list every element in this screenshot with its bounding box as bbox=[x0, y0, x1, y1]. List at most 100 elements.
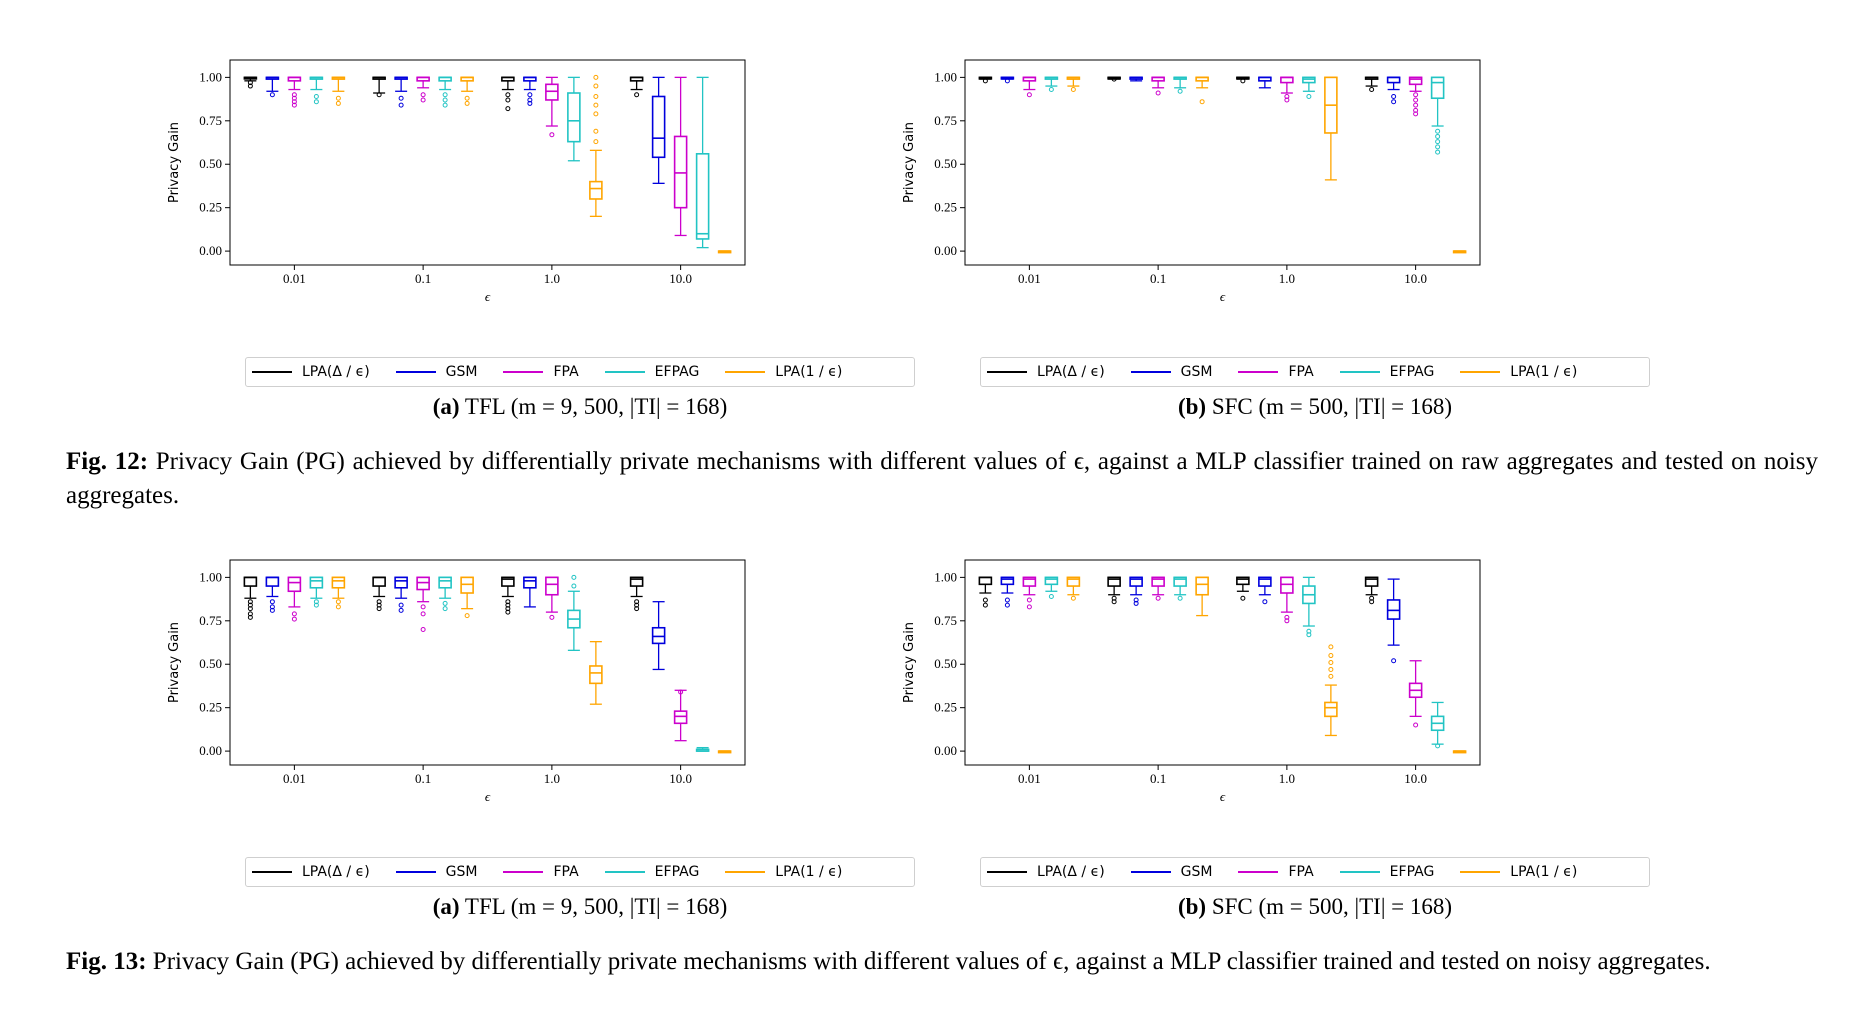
legend-item: GSM bbox=[395, 864, 477, 880]
legend-label: FPA bbox=[553, 364, 579, 380]
figure-caption-text: Privacy Gain (PG) achieved by differenti… bbox=[66, 448, 1819, 509]
legend-swatch bbox=[1238, 871, 1279, 873]
outlier-point bbox=[593, 93, 599, 99]
y-tick-label: 0.75 bbox=[934, 113, 957, 128]
outlier-point bbox=[1133, 600, 1139, 606]
outlier-point bbox=[1240, 78, 1246, 84]
outlier-point bbox=[1435, 139, 1441, 145]
box-iqr bbox=[695, 153, 710, 240]
box-0.01-1 bbox=[1000, 576, 1015, 608]
outlier-point bbox=[593, 83, 599, 89]
outlier-point bbox=[505, 97, 511, 103]
box-1.0-1 bbox=[1258, 576, 1272, 605]
legend-label: LPA(1 / ϵ) bbox=[775, 364, 843, 380]
y-tick-label: 0.75 bbox=[934, 613, 957, 628]
box-iqr bbox=[567, 92, 581, 143]
legend-swatch bbox=[1130, 871, 1171, 873]
outlier-point bbox=[1435, 743, 1441, 749]
box-iqr bbox=[1107, 576, 1121, 587]
chart-fig13b: 0.00 0.25 0.50 0.75 1.00 Privacy Gain 0.01 0.1 1… bbox=[902, 555, 1650, 865]
box-0.1-0 bbox=[1107, 576, 1121, 605]
figure-caption-label: Fig. 13: bbox=[66, 948, 147, 975]
legend-item: LPA(1 / ϵ) bbox=[725, 864, 842, 880]
box-iqr bbox=[545, 576, 559, 596]
outlier-point bbox=[376, 602, 382, 608]
legend-item: FPA bbox=[1238, 864, 1314, 880]
x-tick-label: 0.1 bbox=[415, 771, 431, 786]
box-0.1-2 bbox=[1151, 576, 1165, 601]
outlier-point bbox=[420, 626, 426, 632]
box-0.01-4 bbox=[1066, 576, 1081, 601]
box-iqr bbox=[673, 135, 688, 209]
legend-swatch bbox=[503, 871, 544, 873]
box-10.0-0 bbox=[1364, 76, 1379, 93]
box-0.01-0 bbox=[978, 576, 993, 608]
y-tick-label: 0.00 bbox=[934, 743, 957, 758]
outlier-point bbox=[1026, 597, 1032, 603]
y-tick-label: 0.25 bbox=[199, 700, 222, 715]
y-tick-label: 1.00 bbox=[199, 569, 222, 584]
outlier-point bbox=[593, 74, 599, 80]
outlier-point bbox=[1177, 595, 1183, 601]
legend-swatch bbox=[604, 871, 645, 873]
y-tick-label: 0.00 bbox=[934, 243, 957, 258]
box-1.0-4 bbox=[1324, 644, 1338, 737]
outlier-point bbox=[269, 607, 275, 613]
box-10.0-0 bbox=[629, 76, 644, 98]
box-10.0-4 bbox=[717, 750, 732, 754]
outlier-point bbox=[1413, 102, 1419, 108]
outlier-point bbox=[269, 92, 275, 98]
box-10.0-2 bbox=[1408, 660, 1423, 728]
legend-item: LPA(Δ / ϵ) bbox=[987, 364, 1105, 380]
box-iqr bbox=[1129, 576, 1143, 587]
box-iqr bbox=[1022, 576, 1037, 587]
legend-item: LPA(1 / ϵ) bbox=[725, 364, 842, 380]
outlier-point bbox=[505, 602, 511, 608]
x-axis-label: ϵ bbox=[485, 289, 491, 304]
legend-swatch bbox=[1339, 371, 1380, 373]
box-iqr bbox=[438, 576, 452, 589]
outlier-point bbox=[269, 599, 275, 605]
outlier-point bbox=[593, 139, 599, 145]
legend-label: GSM bbox=[1180, 364, 1213, 380]
chart-fig13b-svg: 0.00 0.25 0.50 0.75 1.00 Privacy Gain 0.01 0.1 1… bbox=[902, 559, 1481, 804]
outlier-point bbox=[1026, 92, 1032, 98]
box-0.01-0 bbox=[978, 76, 993, 84]
plot-frame bbox=[964, 59, 1481, 266]
outlier-point bbox=[376, 606, 382, 612]
box-0.1-2 bbox=[416, 576, 430, 632]
outlier-point bbox=[1328, 660, 1334, 665]
outlier-point bbox=[335, 100, 341, 106]
subcaption-fig12a: (a) TFL (m = 9, 500, |TI| = 168) bbox=[375, 394, 785, 420]
legend-swatch bbox=[252, 371, 292, 373]
legend-swatch bbox=[503, 371, 544, 373]
outlier-point bbox=[313, 602, 319, 608]
outlier-point bbox=[247, 599, 253, 605]
outlier-point bbox=[247, 606, 253, 612]
outlier-point bbox=[505, 606, 511, 612]
legend-item: EFPAG bbox=[1339, 864, 1434, 880]
box-0.1-2 bbox=[1151, 76, 1165, 96]
outlier-point bbox=[1435, 133, 1441, 139]
box-0.1-3 bbox=[438, 76, 452, 108]
outlier-point bbox=[505, 609, 511, 615]
outlier-point bbox=[464, 100, 470, 106]
box-0.1-4 bbox=[1195, 76, 1209, 105]
box-iqr bbox=[1195, 576, 1209, 596]
legend-label: GSM bbox=[445, 364, 478, 380]
box-0.01-1 bbox=[265, 576, 280, 613]
box-iqr bbox=[1324, 701, 1338, 718]
box-0.01-3 bbox=[1044, 576, 1059, 599]
outlier-point bbox=[1262, 599, 1268, 605]
box-10.0-3 bbox=[1430, 701, 1445, 749]
outlier-point bbox=[1435, 144, 1441, 150]
box-1.0-3 bbox=[567, 76, 581, 162]
subcaption-text: TFL (m = 9, 500, |TI| = 168) bbox=[464, 894, 728, 919]
legend-swatch bbox=[987, 871, 1027, 873]
x-tick-label: 0.1 bbox=[1150, 271, 1166, 286]
outlier-point bbox=[291, 616, 297, 622]
figure-caption-text: Privacy Gain (PG) achieved by differenti… bbox=[152, 948, 1711, 975]
box-0.01-2 bbox=[287, 76, 302, 108]
outlier-point bbox=[1413, 107, 1419, 113]
legend-label: LPA(1 / ϵ) bbox=[1510, 364, 1578, 380]
